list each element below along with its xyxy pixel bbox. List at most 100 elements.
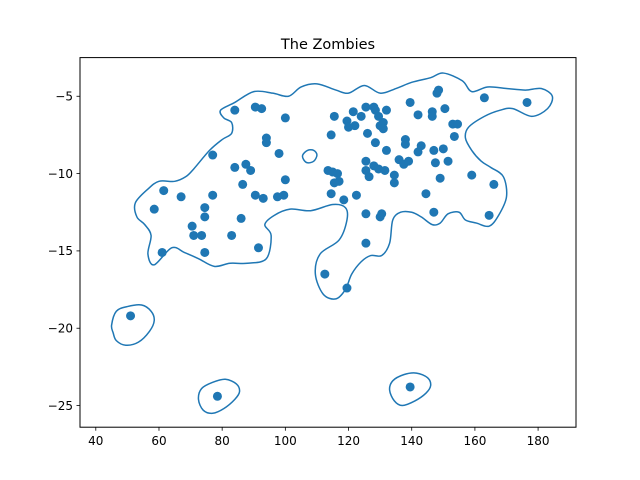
data-point [176, 192, 186, 202]
y-tick-label: −5 [55, 90, 73, 104]
data-point [361, 238, 371, 248]
data-point [326, 130, 336, 140]
x-tick-label: 160 [463, 434, 486, 448]
data-point [364, 172, 374, 182]
data-point [250, 190, 260, 200]
data-point [320, 269, 330, 279]
data-point [257, 104, 267, 114]
density-contour-line [301, 149, 318, 164]
data-point [484, 210, 494, 220]
data-point [421, 189, 431, 199]
data-point [197, 230, 207, 240]
data-point [280, 175, 290, 185]
y-tick-label: −15 [48, 244, 73, 258]
data-point [361, 209, 371, 219]
data-point [362, 128, 372, 138]
data-point [208, 150, 218, 160]
x-tick-label: 140 [400, 434, 423, 448]
data-point [159, 186, 169, 196]
data-point [413, 110, 423, 120]
plot-frame [79, 57, 577, 428]
data-point [361, 102, 371, 112]
data-point [332, 169, 342, 179]
data-point [381, 105, 391, 115]
data-point [440, 104, 450, 114]
x-axis-ticks: 40 60 80 100 120 140 160 180 [88, 427, 550, 448]
x-tick-label: 60 [151, 434, 166, 448]
data-point [389, 170, 399, 180]
data-point [254, 243, 263, 253]
data-point [200, 212, 210, 222]
data-points [126, 85, 532, 401]
data-point [435, 173, 445, 183]
x-tick-label: 120 [337, 434, 360, 448]
data-point [241, 159, 251, 169]
data-point [380, 165, 390, 175]
data-point [258, 193, 268, 203]
density-contour-line [388, 372, 432, 407]
data-point [443, 156, 453, 166]
data-point [522, 97, 532, 107]
data-point [467, 170, 477, 180]
data-point [200, 247, 210, 257]
data-point [326, 189, 336, 199]
x-tick-label: 40 [88, 434, 103, 448]
data-point [342, 283, 352, 293]
data-point [157, 247, 167, 257]
data-point [449, 131, 459, 141]
data-point [280, 113, 290, 123]
data-point [400, 139, 410, 149]
data-point [377, 209, 387, 219]
data-point [208, 190, 218, 200]
data-point [416, 141, 426, 151]
data-point [329, 111, 339, 121]
data-point [126, 311, 136, 321]
data-point [405, 382, 415, 392]
data-point [348, 107, 358, 117]
data-point [212, 391, 222, 401]
data-point [453, 119, 463, 129]
data-point [149, 204, 159, 214]
data-point [189, 230, 199, 240]
data-point [434, 85, 444, 95]
chart-title: The Zombies [280, 37, 375, 53]
data-point [438, 144, 448, 154]
density-contours [110, 72, 554, 415]
data-point [404, 156, 414, 166]
x-tick-label: 180 [527, 434, 550, 448]
data-point [187, 221, 197, 231]
data-point [370, 138, 380, 148]
data-point [350, 121, 360, 131]
data-point [238, 179, 248, 189]
data-point [378, 124, 388, 134]
data-point [230, 162, 240, 172]
x-tick-label: 80 [215, 434, 230, 448]
density-contour-line [110, 304, 156, 347]
data-point [374, 111, 384, 121]
y-tick-label: −25 [48, 399, 73, 413]
data-point [329, 178, 339, 188]
density-contour-line [197, 378, 241, 415]
data-point [351, 190, 361, 200]
data-point [429, 207, 439, 217]
data-point [427, 111, 437, 121]
data-point [200, 203, 210, 213]
data-point [479, 93, 489, 103]
data-point [381, 145, 391, 155]
y-axis-ticks: −5 −10 −15 −20 −25 [48, 90, 80, 413]
data-point [361, 156, 371, 166]
y-tick-label: −10 [48, 167, 73, 181]
data-point [261, 133, 271, 143]
data-point [378, 118, 388, 128]
data-point [430, 158, 440, 168]
data-point [356, 111, 366, 121]
data-point [389, 178, 399, 188]
data-point [230, 105, 240, 115]
data-point [236, 213, 246, 223]
x-tick-label: 100 [274, 434, 297, 448]
data-point [227, 230, 237, 240]
y-tick-label: −20 [48, 322, 73, 336]
data-point [489, 179, 499, 189]
